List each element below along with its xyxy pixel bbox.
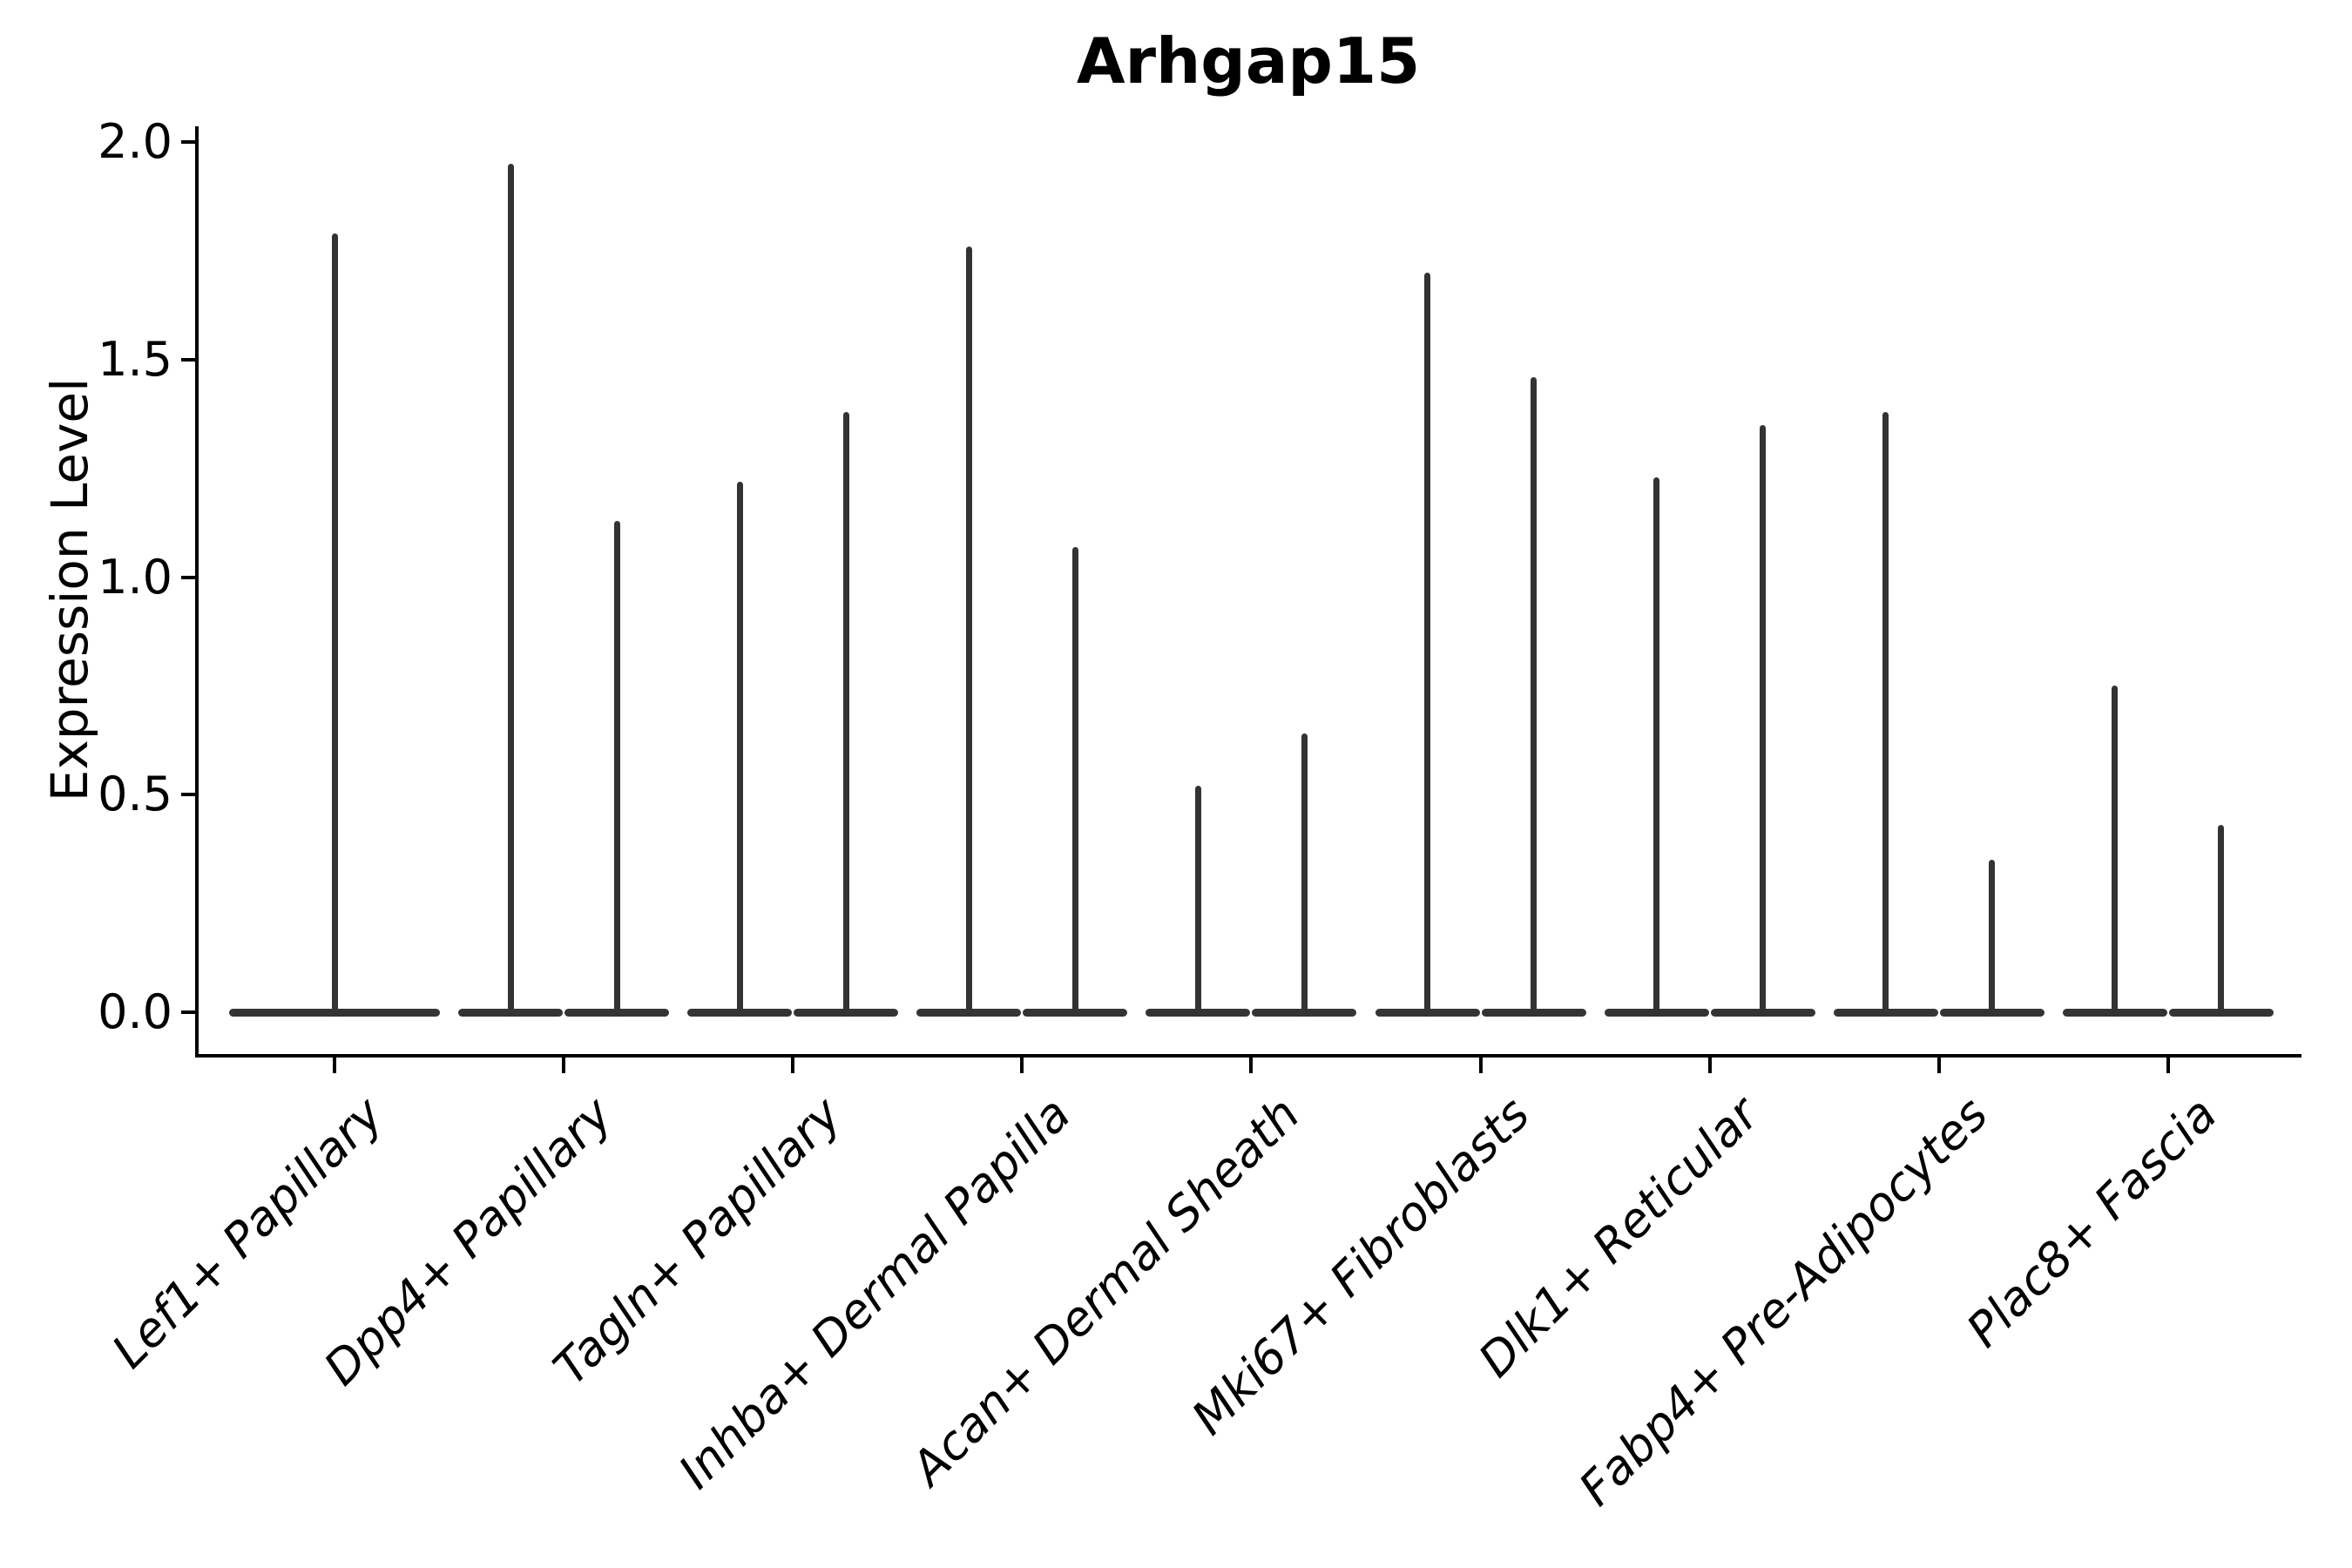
- violin-spike: [613, 520, 620, 1017]
- y-tick-label: 0.0: [98, 984, 172, 1039]
- violin-spike: [1424, 272, 1430, 1017]
- y-tick: [181, 1010, 197, 1014]
- violin-spike: [1760, 424, 1767, 1017]
- y-tick: [181, 140, 197, 144]
- violin-spike: [1071, 546, 1078, 1017]
- violin-spike: [1653, 476, 1660, 1017]
- violin-spike: [507, 163, 514, 1017]
- x-tick: [1478, 1058, 1483, 1073]
- x-tick: [1936, 1058, 1941, 1073]
- x-tick: [2166, 1058, 2170, 1073]
- violin-spike: [842, 411, 849, 1017]
- violin-spike: [1301, 733, 1308, 1017]
- y-tick-label: 0.5: [98, 767, 172, 822]
- violin-spike: [331, 233, 338, 1017]
- x-category-label: Acan+ Dermal Sheath: [901, 1086, 1311, 1497]
- violin-spike: [736, 481, 743, 1017]
- violin-spike: [1989, 860, 1996, 1017]
- y-tick-label: 2.0: [98, 114, 172, 169]
- chart-title: Arhgap15: [1076, 24, 1421, 98]
- x-category-label: Plac8+ Fascia: [1956, 1086, 2227, 1358]
- y-tick: [181, 357, 197, 362]
- x-tick: [333, 1058, 336, 1073]
- y-tick: [181, 575, 197, 579]
- y-tick: [181, 793, 197, 797]
- x-tick: [1707, 1058, 1712, 1073]
- violin-spike: [2218, 825, 2225, 1017]
- x-axis-spine: [195, 1054, 2301, 1058]
- y-tick-label: 1.5: [98, 331, 172, 387]
- x-tick: [791, 1058, 795, 1073]
- violin-spike: [1531, 376, 1537, 1017]
- y-tick-label: 1.0: [98, 549, 172, 605]
- x-category-label: Inhba+ Dermal Papilla: [668, 1086, 1082, 1500]
- x-tick: [1249, 1058, 1254, 1073]
- violin-spike: [1882, 411, 1889, 1017]
- violin-spike: [1194, 786, 1201, 1017]
- x-category-label: Fabp4+ Pre-Adipocytes: [1568, 1086, 1998, 1517]
- x-tick: [1020, 1058, 1024, 1073]
- y-axis-spine: [195, 126, 199, 1058]
- x-tick: [562, 1058, 566, 1073]
- violin-spike: [965, 246, 972, 1017]
- violin-spike: [2112, 686, 2119, 1017]
